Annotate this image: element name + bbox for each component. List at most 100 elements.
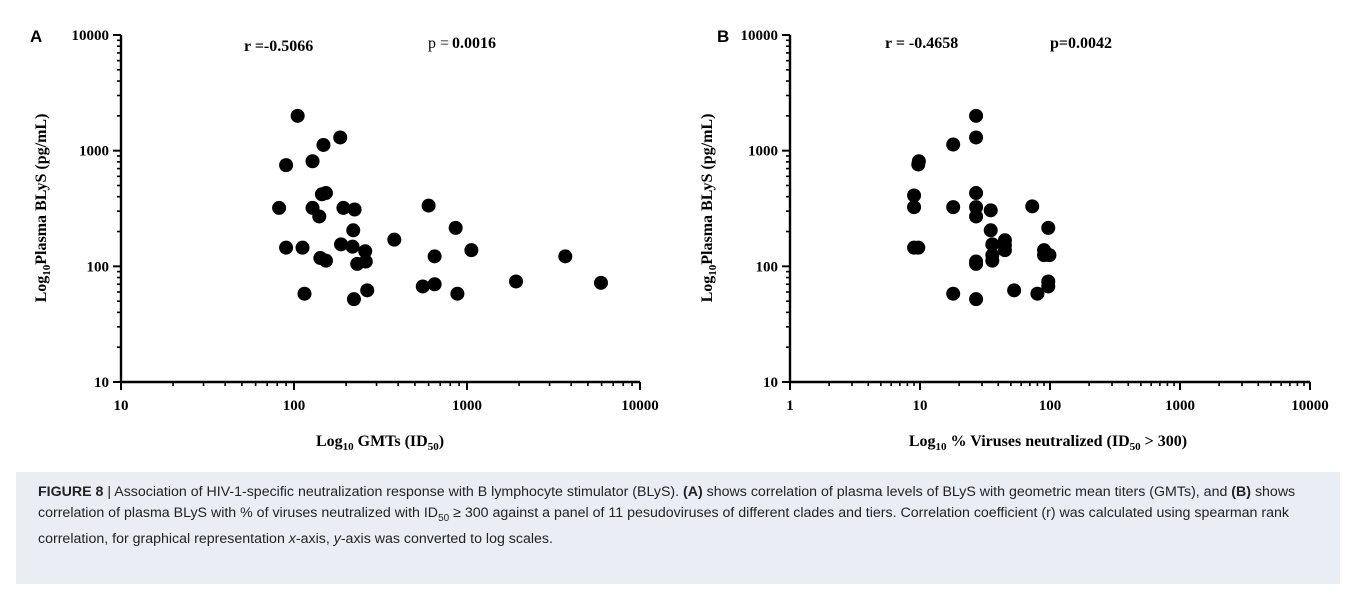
caption-ref-b: (B) bbox=[1231, 484, 1251, 500]
data-point-a bbox=[305, 154, 320, 169]
x-label-prefix-a: Log bbox=[316, 433, 343, 450]
y-tick-label-b: 10000 bbox=[741, 28, 779, 44]
data-point-b bbox=[1025, 199, 1040, 214]
caption-y-axis: y bbox=[333, 530, 341, 547]
caption-sub: 50 bbox=[438, 512, 450, 524]
x-tick-label-b: 10000 bbox=[1291, 398, 1329, 414]
data-point-b bbox=[969, 130, 984, 145]
data-point-a bbox=[346, 292, 361, 307]
stat-p-value-b: p=0.0042 bbox=[1050, 35, 1112, 52]
data-point-a bbox=[279, 158, 294, 173]
x-tick-label-a: 100 bbox=[283, 398, 306, 414]
y-tick-label-b: 1000 bbox=[748, 144, 778, 160]
data-point-a bbox=[415, 279, 430, 294]
data-point-b bbox=[1042, 248, 1057, 263]
y-tick-label-a: 10 bbox=[94, 375, 109, 391]
y-tick-label-b: 100 bbox=[756, 259, 779, 275]
x-tick-label-a: 10 bbox=[114, 398, 129, 414]
data-point-b bbox=[1030, 286, 1045, 301]
x-label-prefix-b: Log bbox=[909, 433, 936, 450]
data-point-a bbox=[347, 202, 362, 217]
data-point-b bbox=[985, 237, 1000, 252]
x-tick-label-b: 1000 bbox=[1165, 398, 1195, 414]
data-point-a bbox=[336, 200, 351, 215]
stat-r-a: r =-0.5066 bbox=[244, 38, 313, 55]
x-axis-label-a: Log10 GMTs (ID50) bbox=[316, 433, 444, 453]
data-point-b bbox=[1041, 220, 1056, 235]
caption-x-axis: x bbox=[288, 530, 296, 547]
y-axis-label-b: Log10Plasma BLyS (pg/mL) bbox=[699, 114, 719, 303]
data-point-a bbox=[316, 137, 331, 152]
caption-text-2: shows correlation of plasma levels of BL… bbox=[702, 484, 1232, 500]
data-point-b bbox=[911, 157, 926, 172]
x-label-sub2-a: 50 bbox=[428, 441, 440, 453]
caption-text-6: -axis was converted to log scales. bbox=[340, 530, 553, 547]
stat-r-b: r = -0.4658 bbox=[885, 35, 958, 52]
data-point-b bbox=[1041, 279, 1056, 294]
data-point-b bbox=[997, 243, 1012, 258]
y-tick-label-a: 1000 bbox=[79, 144, 109, 160]
axes-a: 10 100 1000 10000 10 100 1000 10000 bbox=[72, 28, 659, 414]
caption-text-3: shows correlation of plasma BLyS with % … bbox=[38, 484, 1296, 521]
x-tick-label-a: 10000 bbox=[621, 398, 659, 414]
caption-sep: | bbox=[103, 484, 115, 500]
data-point-a bbox=[358, 244, 373, 259]
data-point-a bbox=[318, 253, 333, 268]
caption-figure-label: FIGURE 8 bbox=[38, 484, 104, 500]
y-axis-label-a: Log10Plasma BLyS (pg/mL) bbox=[33, 114, 53, 303]
y-label-sub-a: 10 bbox=[41, 264, 53, 276]
y-label-sub-b: 10 bbox=[707, 264, 719, 276]
data-point-b bbox=[969, 292, 984, 307]
x-label-suffix-a: ) bbox=[439, 433, 444, 450]
y-label-prefix-b: Log bbox=[699, 276, 716, 303]
data-point-a bbox=[427, 249, 442, 264]
data-point-a bbox=[312, 209, 327, 224]
stat-p-b: p=0.0042 bbox=[1050, 35, 1112, 52]
y-tick-label-a: 10000 bbox=[72, 28, 110, 44]
data-point-a bbox=[464, 243, 479, 258]
data-point-a bbox=[509, 274, 524, 289]
stat-p-value-a: 0.0016 bbox=[452, 35, 496, 52]
data-point-b bbox=[946, 200, 961, 215]
caption-text-5: -axis, bbox=[295, 530, 334, 547]
data-point-b bbox=[969, 209, 984, 224]
data-point-a bbox=[360, 283, 375, 298]
points-b bbox=[907, 108, 1057, 307]
data-point-a bbox=[346, 223, 361, 238]
figure-caption: FIGURE 8 | Association of HIV-1-specific… bbox=[16, 472, 1340, 584]
data-point-b bbox=[946, 137, 961, 152]
stat-p-prefix-a: p = bbox=[428, 35, 449, 52]
caption-text-1: Association of HIV-1-specific neutraliza… bbox=[114, 484, 684, 500]
data-point-a bbox=[448, 220, 463, 235]
y-tick-label-b: 10 bbox=[763, 375, 778, 391]
data-point-a bbox=[334, 237, 349, 252]
data-point-a bbox=[558, 249, 573, 264]
data-point-a bbox=[387, 232, 402, 247]
data-point-a bbox=[295, 240, 310, 255]
data-point-b bbox=[985, 253, 1000, 268]
x-tick-label-b: 100 bbox=[1039, 398, 1062, 414]
y-tick-label-a: 100 bbox=[87, 259, 110, 275]
caption-text-4: ≥ 300 against a panel of 11 pesudoviruse… bbox=[38, 504, 1289, 547]
x-tick-label-b: 1 bbox=[786, 398, 794, 414]
panel-a: A r =-0.5066 p = 0.0016 10 100 1000 10000 10 1… bbox=[30, 27, 659, 453]
x-label-sub2-b: 50 bbox=[1130, 441, 1142, 453]
data-point-b bbox=[1007, 283, 1022, 298]
panel-label-b: B bbox=[717, 27, 729, 46]
data-point-a bbox=[350, 256, 365, 271]
x-axis-label-b: Log10 % Viruses neutralized (ID50 > 300) bbox=[909, 433, 1187, 453]
caption-ref-a: (A) bbox=[683, 484, 703, 500]
data-point-a bbox=[421, 198, 436, 213]
data-point-a bbox=[593, 275, 608, 290]
x-label-main-a: GMTs (ID bbox=[354, 433, 428, 450]
points-a bbox=[272, 108, 608, 307]
data-point-a bbox=[290, 108, 305, 123]
data-point-b bbox=[969, 186, 984, 201]
x-label-main-b: % Viruses neutralized (ID bbox=[947, 433, 1130, 450]
panel-label-a: A bbox=[30, 27, 42, 46]
axes-b: 1 10 100 1000 10000 10 100 1000 10000 bbox=[741, 28, 1329, 414]
x-tick-label-b: 10 bbox=[913, 398, 928, 414]
data-point-b bbox=[969, 256, 984, 271]
x-label-sub-a: 10 bbox=[343, 441, 355, 453]
